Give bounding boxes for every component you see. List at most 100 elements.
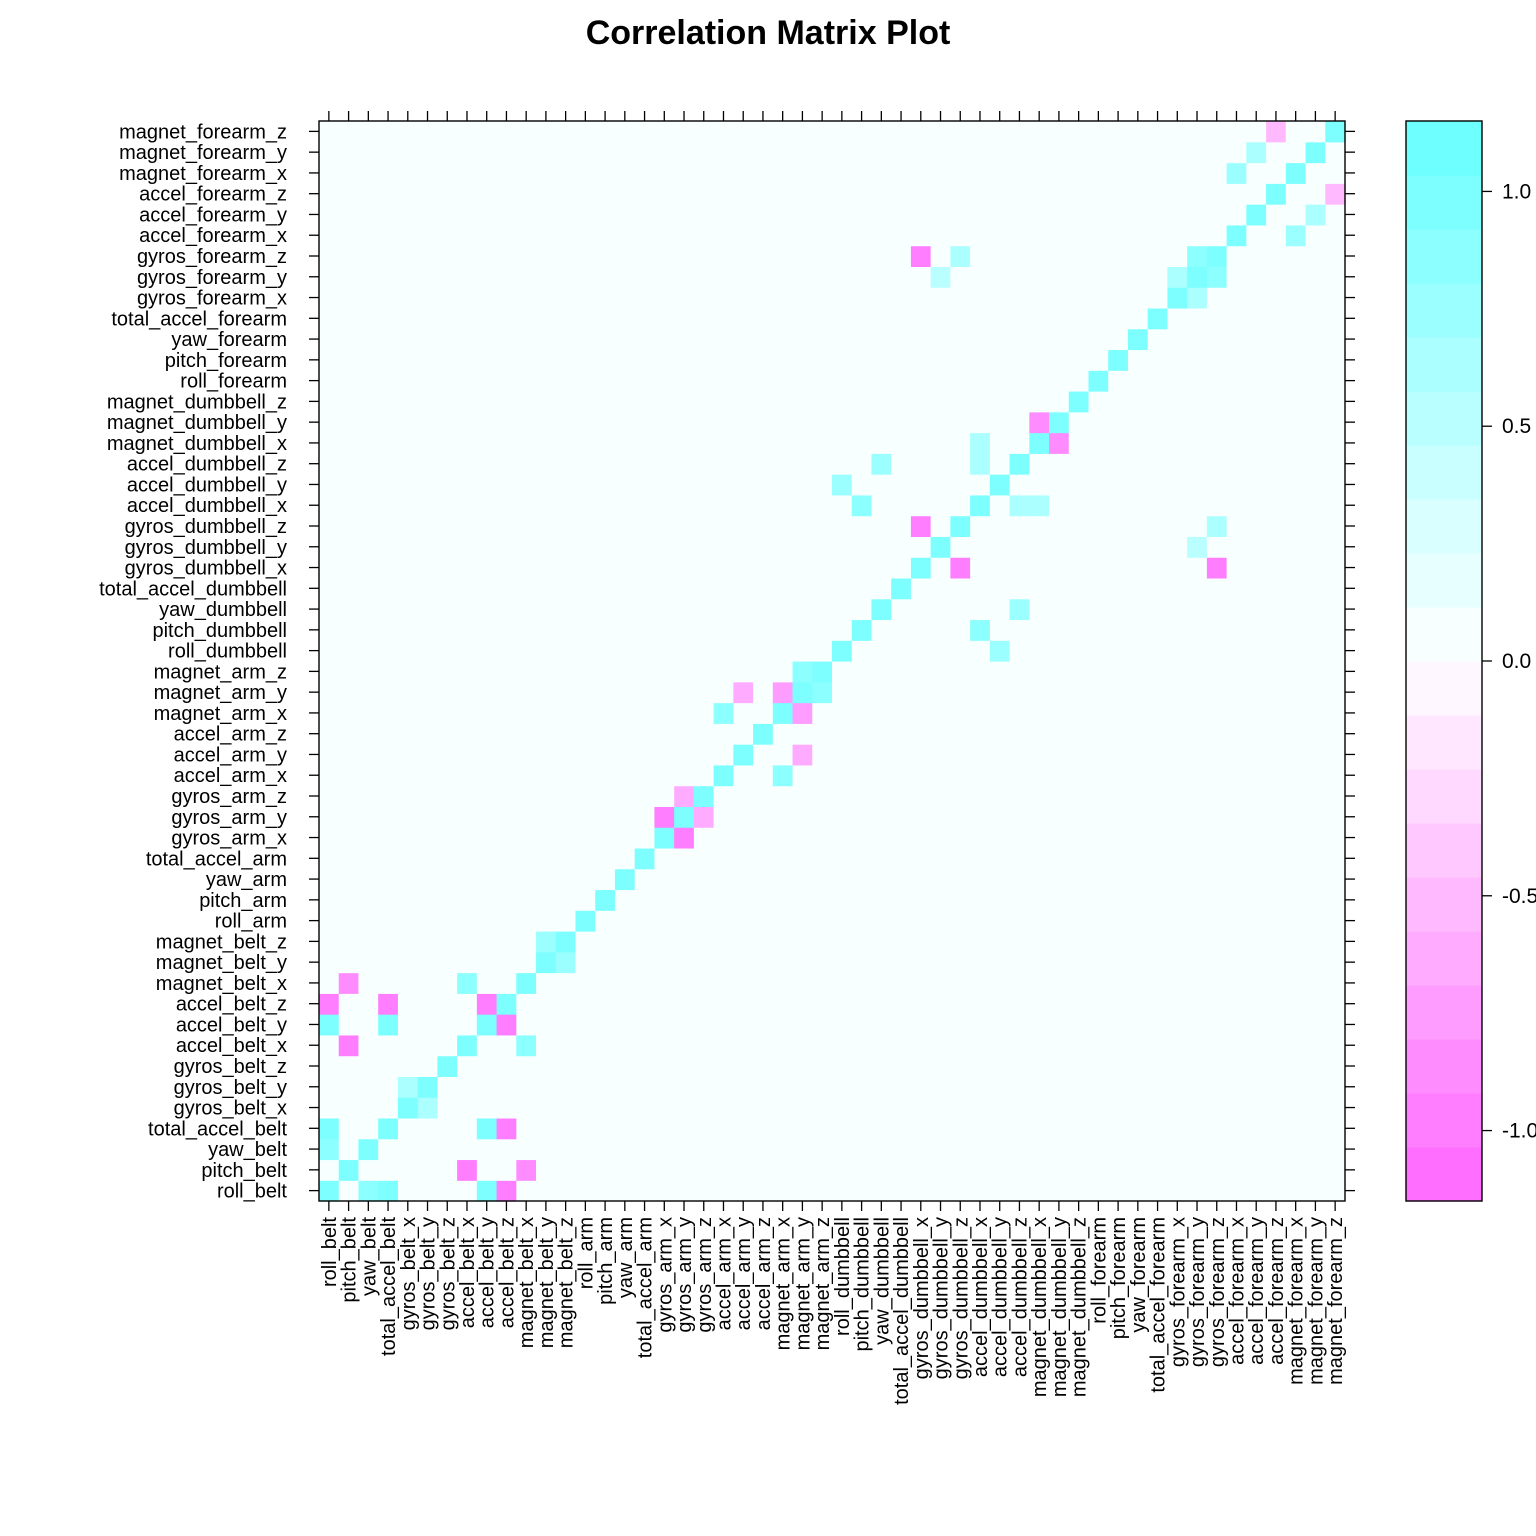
heatmap-cell bbox=[1049, 598, 1070, 621]
heatmap-cell bbox=[595, 661, 616, 683]
heatmap-cell bbox=[1325, 1055, 1346, 1077]
heatmap-cell bbox=[1009, 328, 1030, 351]
heatmap-cell bbox=[417, 1097, 438, 1119]
colorbar-segment bbox=[1406, 553, 1482, 608]
heatmap-cell bbox=[693, 702, 715, 724]
heatmap-cell bbox=[634, 972, 656, 994]
heatmap-cell bbox=[555, 1138, 577, 1161]
heatmap-cell bbox=[1305, 411, 1326, 434]
heatmap-cell bbox=[891, 349, 912, 371]
heatmap-cell bbox=[358, 328, 379, 351]
heatmap-cell bbox=[832, 411, 853, 434]
heatmap-cell bbox=[338, 266, 360, 288]
heatmap-cell bbox=[1206, 349, 1228, 371]
heatmap-cell bbox=[1305, 121, 1326, 143]
heatmap-cell bbox=[950, 619, 971, 641]
heatmap-cell bbox=[1305, 827, 1326, 849]
heatmap-cell bbox=[812, 307, 833, 330]
heatmap-cell bbox=[733, 868, 754, 891]
x-tick-label: magnet_belt_x bbox=[516, 1217, 538, 1348]
heatmap-cell bbox=[1108, 1034, 1129, 1057]
heatmap-cell bbox=[1088, 453, 1109, 475]
heatmap-cell bbox=[555, 1014, 577, 1036]
heatmap-cell bbox=[555, 847, 577, 870]
heatmap-cell bbox=[1187, 1117, 1208, 1140]
heatmap-cell bbox=[476, 910, 498, 932]
heatmap-cell bbox=[1108, 847, 1129, 870]
heatmap-cell bbox=[693, 162, 715, 184]
heatmap-cell bbox=[674, 474, 695, 496]
heatmap-cell bbox=[437, 453, 458, 475]
heatmap-cell bbox=[851, 1159, 873, 1181]
heatmap-cell bbox=[614, 183, 636, 205]
heatmap-cell bbox=[950, 411, 971, 434]
heatmap-cell bbox=[674, 266, 695, 288]
heatmap-cell bbox=[1088, 474, 1109, 496]
heatmap-cell bbox=[437, 910, 458, 932]
heatmap-cell bbox=[1108, 640, 1129, 662]
heatmap-cell bbox=[358, 141, 379, 164]
heatmap-cell bbox=[772, 1180, 794, 1202]
heatmap-cell bbox=[1226, 1097, 1247, 1119]
heatmap-cell bbox=[358, 951, 379, 974]
heatmap-cell bbox=[1266, 287, 1287, 309]
heatmap-cell bbox=[772, 785, 794, 807]
heatmap-cell bbox=[832, 141, 853, 164]
heatmap-cell bbox=[496, 536, 517, 558]
heatmap-cell bbox=[654, 162, 675, 184]
heatmap-cell bbox=[555, 1117, 577, 1140]
heatmap-cell bbox=[496, 266, 517, 288]
heatmap-cell bbox=[358, 910, 379, 932]
heatmap-cell bbox=[536, 1034, 557, 1057]
heatmap-cell bbox=[1029, 910, 1050, 932]
heatmap-cell bbox=[496, 868, 517, 891]
heatmap-cell bbox=[1068, 723, 1090, 745]
heatmap-cell bbox=[792, 868, 813, 891]
heatmap-cell bbox=[1187, 515, 1208, 537]
heatmap-cell bbox=[555, 370, 577, 392]
heatmap-cell bbox=[516, 1055, 537, 1077]
heatmap-cell bbox=[1285, 1034, 1307, 1057]
heatmap-cell bbox=[378, 1097, 399, 1119]
heatmap-cell bbox=[437, 723, 458, 745]
heatmap-cell bbox=[654, 536, 675, 558]
y-tick-label: magnet_belt_y bbox=[156, 952, 287, 974]
heatmap-cell bbox=[1108, 910, 1129, 932]
heatmap-cell bbox=[1029, 1055, 1050, 1077]
heatmap-cell bbox=[970, 224, 991, 247]
heatmap-cell bbox=[1029, 993, 1050, 1015]
heatmap-cell bbox=[1068, 557, 1090, 579]
heatmap-cell bbox=[1305, 1180, 1326, 1202]
heatmap-cell bbox=[358, 536, 379, 558]
heatmap-cell bbox=[1049, 515, 1070, 537]
heatmap-cell bbox=[792, 640, 813, 662]
heatmap-cell bbox=[476, 640, 498, 662]
x-tick-label: roll_dumbbell bbox=[832, 1217, 854, 1336]
heatmap-cell bbox=[476, 224, 498, 247]
heatmap-cell bbox=[693, 391, 715, 413]
heatmap-cell bbox=[555, 785, 577, 807]
heatmap-cell bbox=[654, 951, 675, 974]
heatmap-cell bbox=[1147, 162, 1169, 184]
heatmap-cell bbox=[1127, 577, 1149, 600]
heatmap-cell bbox=[1108, 931, 1129, 953]
heatmap-cell bbox=[1246, 1180, 1267, 1202]
heatmap-cell bbox=[832, 993, 853, 1015]
heatmap-cell bbox=[654, 453, 675, 475]
heatmap-cell bbox=[1206, 910, 1228, 932]
heatmap-cell bbox=[397, 577, 419, 600]
heatmap-cell bbox=[1206, 931, 1228, 953]
heatmap-cell bbox=[1068, 432, 1090, 454]
heatmap-cell bbox=[1108, 1097, 1129, 1119]
heatmap-cell bbox=[536, 328, 557, 351]
heatmap-cell bbox=[950, 328, 971, 351]
heatmap-cell bbox=[753, 1138, 774, 1161]
heatmap-cell bbox=[812, 847, 833, 870]
heatmap-cell bbox=[536, 432, 557, 454]
heatmap-cell bbox=[536, 889, 557, 911]
heatmap-cell bbox=[930, 494, 951, 517]
heatmap-cell bbox=[851, 370, 873, 392]
heatmap-cell bbox=[634, 1034, 656, 1057]
heatmap-cell bbox=[1187, 827, 1208, 849]
heatmap-cell bbox=[555, 951, 577, 974]
